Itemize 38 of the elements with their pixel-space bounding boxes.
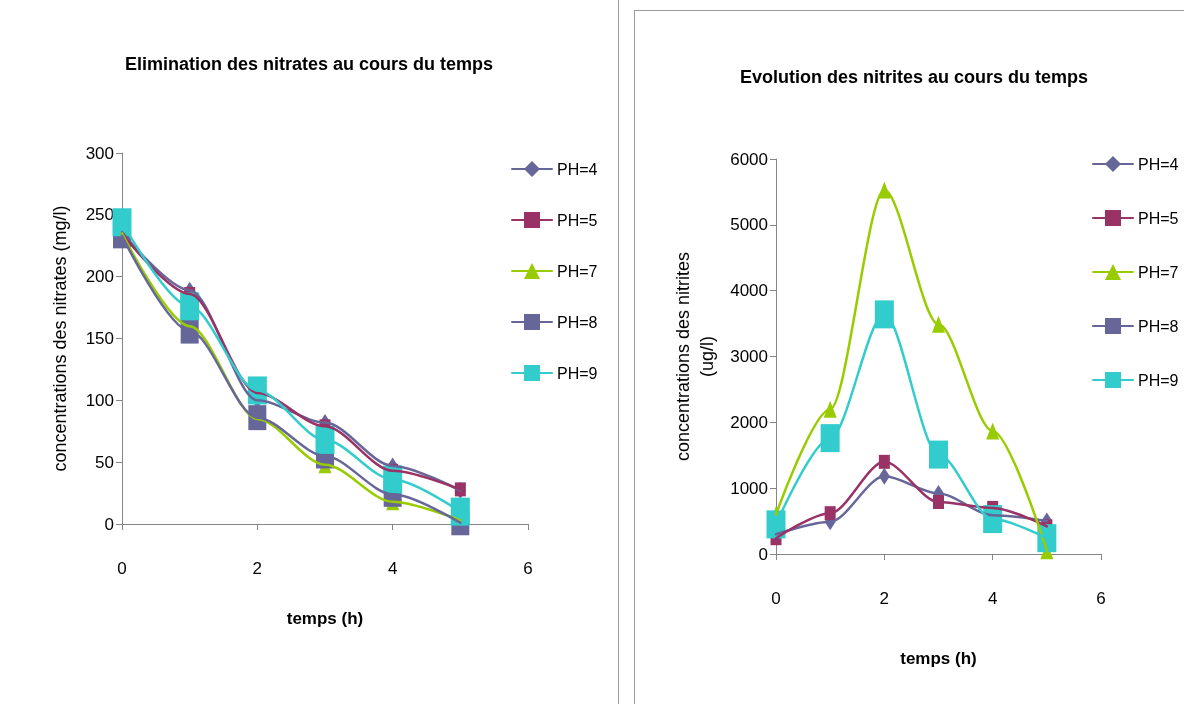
legend-label: PH=5 — [557, 211, 598, 229]
y-tick-label: 2000 — [730, 412, 768, 432]
y-tick-label: 6000 — [730, 149, 768, 169]
x-tick-label: 4 — [987, 589, 998, 608]
y-axis-title: concentrations des nitrites (ug/l) — [673, 251, 718, 462]
x-tick-label: 2 — [252, 559, 263, 578]
y-tick-label: 150 — [85, 329, 114, 348]
legend-label: PH=9 — [1138, 371, 1179, 389]
y-tick-label: 250 — [85, 205, 114, 225]
y-tick-label: 5000 — [730, 215, 768, 235]
y-tick-label: 4000 — [730, 281, 768, 301]
x-tick-label: 6 — [523, 559, 533, 578]
chart-title: Evolution des nitrites au cours du temps — [739, 67, 1089, 87]
chart-title: Elimination des nitrates au cours du temps — [124, 54, 494, 74]
legend-label: PH=7 — [557, 262, 598, 280]
y-tick-label: 300 — [85, 143, 114, 163]
x-axis-title: temps (h) — [286, 609, 364, 628]
legend-label: PH=8 — [1138, 317, 1179, 335]
legend-label: PH=7 — [1138, 263, 1179, 281]
y-axis-title: concentrations des nitrates (mg/l) — [50, 205, 70, 472]
x-tick-label: 0 — [117, 559, 127, 578]
legend-label: PH=5 — [1138, 209, 1179, 227]
y-tick-label: 0 — [104, 514, 114, 534]
legend-label: PH=8 — [557, 313, 598, 331]
x-tick-label: 6 — [1096, 589, 1106, 608]
legend-label: PH=9 — [557, 364, 598, 382]
x-axis-title: temps (h) — [900, 649, 977, 668]
legend-label: PH=4 — [1138, 155, 1179, 173]
x-tick-label: 0 — [771, 589, 781, 608]
x-tick-label: 4 — [387, 559, 398, 578]
y-tick-label: 0 — [758, 544, 768, 564]
y-tick-label: 200 — [85, 267, 114, 287]
y-tick-label: 50 — [95, 452, 114, 472]
y-tick-label: 100 — [85, 390, 114, 410]
legend-label: PH=4 — [557, 160, 598, 178]
x-tick-label: 2 — [879, 589, 890, 608]
y-tick-label: 3000 — [730, 347, 768, 366]
y-tick-label: 1000 — [730, 478, 768, 498]
